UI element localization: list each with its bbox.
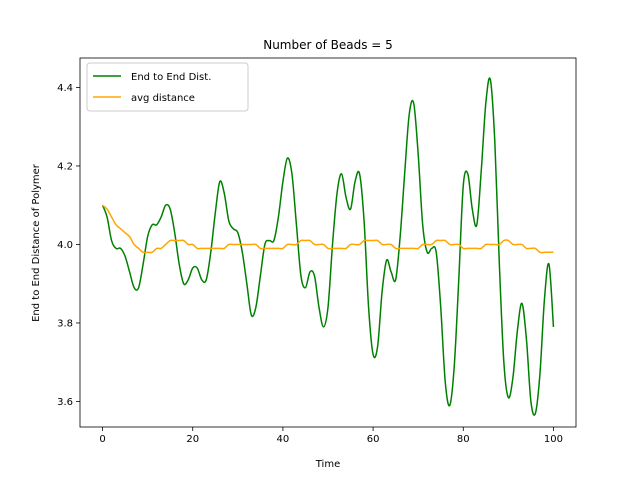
series-layer (101, 77, 555, 416)
y-tick-label-1: 3.8 (57, 318, 73, 329)
y-tick-label-2: 4.0 (57, 240, 73, 251)
legend-label-end-to-end: End to End Dist. (131, 72, 211, 83)
x-tick-label-2: 40 (277, 434, 290, 445)
x-tick-label-1: 20 (186, 434, 199, 445)
y-tick-label-4: 4.4 (57, 83, 73, 94)
series-line-1 (102, 204, 554, 254)
y-tick-label-3: 4.2 (57, 161, 73, 172)
legend-box (86, 62, 249, 112)
legend: End to End Dist. avg distance (86, 62, 249, 112)
x-axis-label: Time (315, 459, 340, 470)
y-axis-label: End to End Distance of Polymer (31, 163, 42, 322)
axes-frame (79, 57, 577, 428)
x-tick-label-4: 80 (457, 434, 470, 445)
series-line-0 (101, 77, 555, 416)
axes-layer: 0 20 40 60 80 100 3.6 3.8 4.0 4.2 4.4 (57, 57, 577, 445)
x-tick-label-0: 0 (99, 434, 105, 445)
legend-label-avg-distance: avg distance (131, 93, 195, 104)
x-tick-label-3: 60 (367, 434, 380, 445)
chart-title: Number of Beads = 5 (263, 38, 393, 52)
y-tick-label-0: 3.6 (57, 397, 73, 408)
x-tick-label-5: 100 (544, 434, 563, 445)
